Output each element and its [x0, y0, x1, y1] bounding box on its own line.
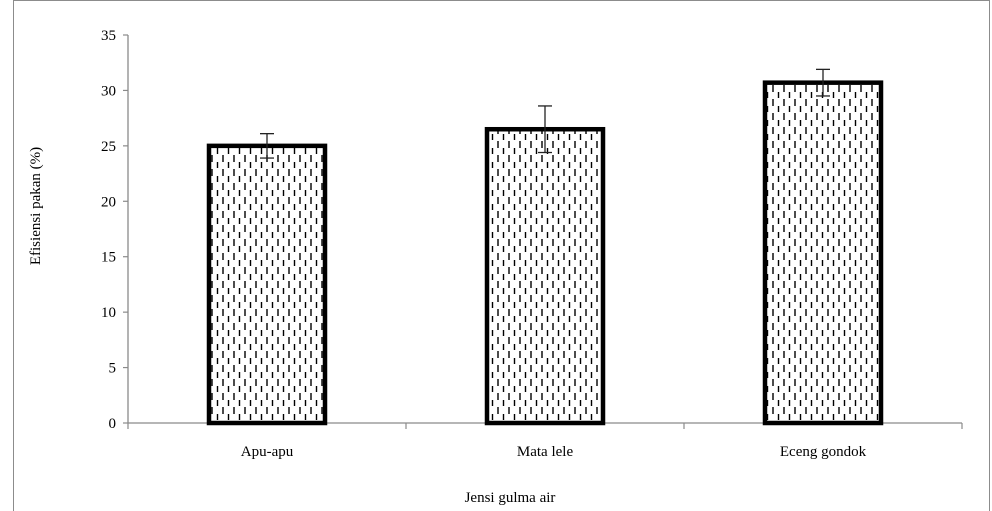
x-tick-label: Eceng gondok	[780, 444, 867, 460]
x-tick-label: Apu-apu	[241, 444, 294, 460]
y-tick-label: 10	[101, 305, 116, 321]
y-tick-label: 30	[101, 83, 116, 99]
y-tick-label: 15	[101, 250, 116, 266]
tick-labels: 0 5 10 15 20 25 30 35 Apu-apu Mata lele Eceng gond…	[101, 28, 867, 460]
bar	[206, 143, 328, 426]
y-tick-label: 20	[101, 194, 116, 210]
y-axis-title: Efisiensi pakan (%)	[28, 147, 44, 265]
x-axis-title: Jensi gulma air	[465, 490, 556, 506]
bars	[206, 80, 884, 426]
y-tick-label: 35	[101, 28, 116, 44]
error-bars	[260, 68, 830, 159]
y-tick-label: 25	[101, 139, 116, 155]
bar	[484, 126, 606, 426]
x-tick-label: Mata lele	[517, 444, 574, 460]
y-tick-label: 5	[109, 361, 117, 377]
bar	[762, 80, 884, 426]
y-tick-label: 0	[109, 416, 117, 432]
